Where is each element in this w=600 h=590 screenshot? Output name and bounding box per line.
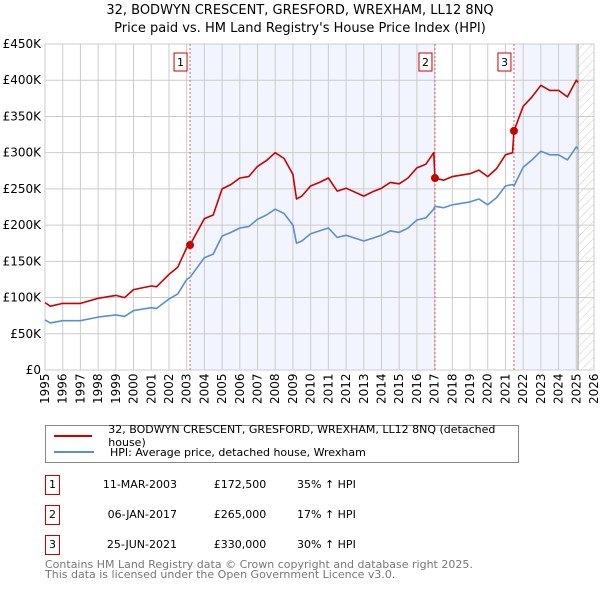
legend: 32, BODWYN CRESCENT, GRESFORD, WREXHAM, … [45,423,519,463]
sale-badge-label: 2 [422,56,429,69]
sale-marker-badge: 2 [45,505,60,525]
y-tick-label: £450K [3,37,43,51]
legend-swatch-red [54,435,93,437]
x-tick-label: 1995 [38,373,52,404]
y-tick-label: £50K [10,327,42,341]
sale-hpi-diff: 17% ↑ HPI [297,508,356,521]
ownership-shade [190,44,435,370]
sale-hpi-diff: 30% ↑ HPI [297,538,356,551]
legend-label: HPI: Average price, detached house, Wrex… [110,445,366,459]
x-tick-label: 2000 [127,373,141,404]
sale-badge-box [497,52,512,72]
y-tick-label: £300K [3,146,43,160]
x-tick-label: 2026 [587,373,600,404]
sale-row: 1 11-MAR-2003 £172,500 35% ↑ HPI [45,475,465,495]
x-tick-label: 1997 [73,373,87,404]
sale-date: 11-MAR-2003 [102,478,177,491]
y-tick-label: £350K [3,109,43,123]
sale-point [509,126,518,135]
footer: Contains HM Land Registry data © Crown c… [45,558,473,581]
x-tick-label: 2017 [428,373,442,404]
sale-marker-badge: 1 [45,475,60,495]
sale-badge-label: 1 [177,56,184,69]
x-tick-label: 2009 [286,373,300,404]
x-tick-label: 2001 [144,373,158,404]
sale-row: 2 06-JAN-2017 £265,000 17% ↑ HPI [45,505,465,525]
x-tick-label: 2008 [268,373,282,404]
x-tick-label: 2023 [534,373,548,404]
sale-price: £172,500 [213,478,267,491]
y-tick-label: £200K [3,218,43,232]
sale-price: £265,000 [213,508,267,521]
x-tick-label: 2004 [197,373,211,404]
chart-title: 32, BODWYN CRESCENT, GRESFORD, WREXHAM, … [0,2,600,38]
x-tick-label: 2006 [233,373,247,404]
y-tick-label: £400K [3,73,43,87]
sale-price: £330,000 [213,538,267,551]
sale-hpi-diff: 35% ↑ HPI [297,478,356,491]
plot-border [44,43,595,371]
x-tick-label: 2015 [392,373,406,404]
x-tick-label: 2010 [304,373,318,404]
sale-badge-label: 3 [501,56,508,69]
plot-area: £0 £50K £100K £150K £200K £250K £300K £350K £400… [3,37,600,404]
x-tick-label: 2011 [321,373,335,404]
x-tick-label: 2003 [180,373,194,404]
price-paid-line [44,79,579,308]
x-tick-label: 1998 [91,373,105,404]
ownership-shade [513,44,579,370]
x-tick-label: 2012 [339,373,353,404]
y-tick-label: £150K [3,254,43,268]
sale-date: 25-JUN-2021 [106,538,177,551]
y-tick-label: £100K [3,291,43,305]
legend-label: 32, BODWYN CRESCENT, GRESFORD, WREXHAM, … [108,423,496,449]
sale-marker-badge: 3 [45,535,60,555]
legend-swatch-blue [54,451,94,453]
x-tick-label: 2024 [552,373,566,404]
sale-point [430,174,439,183]
sale-badge-box [173,52,188,72]
hpi-line [44,146,579,324]
footer-copyright: Contains HM Land Registry data © Crown c… [45,558,473,571]
x-tick-label: 1996 [56,373,70,404]
x-tick-label: 2013 [357,373,371,404]
subtitle-line: Price paid vs. HM Land Registry's House … [114,21,486,36]
x-tick-label: 2014 [374,373,388,404]
legend-item-property: 32, BODWYN CRESCENT, GRESFORD, WREXHAM, … [54,423,518,449]
future-hatch [578,44,594,370]
footer-licence: This data is licensed under the Open Gov… [45,568,396,581]
x-tick-label: 1999 [109,373,123,404]
x-tick-label: 2016 [410,373,424,404]
title-line: 32, BODWYN CRESCENT, GRESFORD, WREXHAM, … [106,3,494,18]
y-tick-label: £0 [26,363,41,377]
x-tick-label: 2002 [162,373,176,404]
x-tick-label: 2018 [445,373,459,404]
legend-item-hpi: HPI: Average price, detached house, Wrex… [54,444,366,460]
sale-row: 3 25-JUN-2021 £330,000 30% ↑ HPI [45,535,465,555]
x-tick-label: 2021 [498,373,512,404]
x-tick-label: 2019 [463,373,477,404]
y-tick-label: £250K [3,182,43,196]
x-tick-label: 2020 [481,373,495,404]
sale-point [186,241,195,250]
sale-date: 06-JAN-2017 [107,508,177,521]
x-tick-label: 2022 [516,373,530,404]
sale-badge-box [418,52,433,72]
x-tick-label: 2025 [569,373,583,404]
x-tick-label: 2005 [215,373,229,404]
x-tick-label: 2007 [251,373,265,404]
